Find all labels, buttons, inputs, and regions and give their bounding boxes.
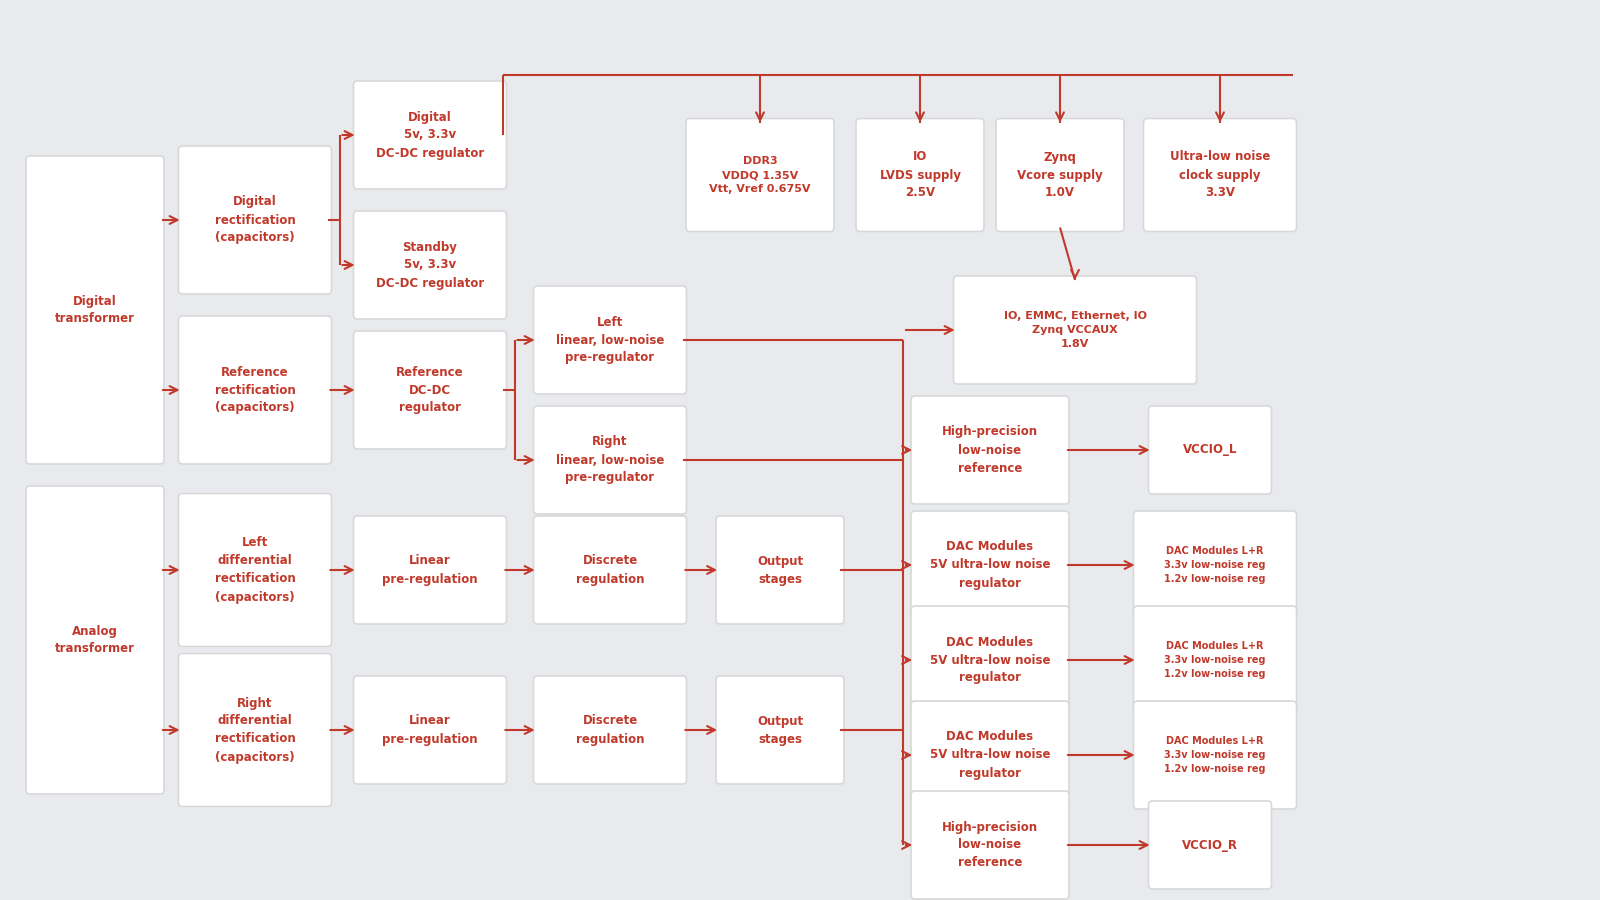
Text: Digital
5v, 3.3v
DC-DC regulator: Digital 5v, 3.3v DC-DC regulator <box>376 111 485 159</box>
Text: Output
stages: Output stages <box>757 715 803 745</box>
FancyBboxPatch shape <box>910 511 1069 619</box>
FancyBboxPatch shape <box>179 146 331 294</box>
Text: Discrete
regulation: Discrete regulation <box>576 554 645 586</box>
Text: Linear
pre-regulation: Linear pre-regulation <box>382 715 478 745</box>
FancyBboxPatch shape <box>995 119 1123 231</box>
FancyBboxPatch shape <box>1149 801 1272 889</box>
FancyBboxPatch shape <box>1133 701 1296 809</box>
FancyBboxPatch shape <box>1144 119 1296 231</box>
FancyBboxPatch shape <box>354 81 507 189</box>
Text: High-precision
low-noise
reference: High-precision low-noise reference <box>942 426 1038 474</box>
FancyBboxPatch shape <box>910 396 1069 504</box>
Text: Ultra-low noise
clock supply
3.3V: Ultra-low noise clock supply 3.3V <box>1170 150 1270 200</box>
Text: Linear
pre-regulation: Linear pre-regulation <box>382 554 478 586</box>
Text: Zynq
Vcore supply
1.0V: Zynq Vcore supply 1.0V <box>1018 150 1102 200</box>
Text: High-precision
low-noise
reference: High-precision low-noise reference <box>942 821 1038 869</box>
FancyBboxPatch shape <box>533 676 686 784</box>
FancyBboxPatch shape <box>910 701 1069 809</box>
Text: DDR3
VDDQ 1.35V
Vtt, Vref 0.675V: DDR3 VDDQ 1.35V Vtt, Vref 0.675V <box>709 156 811 194</box>
Text: VCCIO_L: VCCIO_L <box>1182 444 1237 456</box>
FancyBboxPatch shape <box>1133 606 1296 714</box>
Text: Left
differential
rectification
(capacitors): Left differential rectification (capacit… <box>214 536 296 604</box>
FancyBboxPatch shape <box>856 119 984 231</box>
FancyBboxPatch shape <box>179 493 331 646</box>
FancyBboxPatch shape <box>26 486 165 794</box>
FancyBboxPatch shape <box>533 406 686 514</box>
FancyBboxPatch shape <box>1133 511 1296 619</box>
FancyBboxPatch shape <box>910 791 1069 899</box>
FancyBboxPatch shape <box>533 516 686 624</box>
FancyBboxPatch shape <box>717 516 845 624</box>
Text: Standby
5v, 3.3v
DC-DC regulator: Standby 5v, 3.3v DC-DC regulator <box>376 240 485 290</box>
FancyBboxPatch shape <box>1149 406 1272 494</box>
FancyBboxPatch shape <box>179 316 331 464</box>
Text: Analog
transformer: Analog transformer <box>54 625 134 655</box>
Text: Digital
transformer: Digital transformer <box>54 294 134 326</box>
FancyBboxPatch shape <box>26 156 165 464</box>
Text: Reference
rectification
(capacitors): Reference rectification (capacitors) <box>214 365 296 415</box>
FancyBboxPatch shape <box>354 331 507 449</box>
Text: DAC Modules
5V ultra-low noise
regulator: DAC Modules 5V ultra-low noise regulator <box>930 541 1050 590</box>
FancyBboxPatch shape <box>179 653 331 806</box>
Text: VCCIO_R: VCCIO_R <box>1182 839 1238 851</box>
Text: DAC Modules
5V ultra-low noise
regulator: DAC Modules 5V ultra-low noise regulator <box>930 635 1050 685</box>
FancyBboxPatch shape <box>354 211 507 319</box>
FancyBboxPatch shape <box>910 606 1069 714</box>
Text: DAC Modules L+R
3.3v low-noise reg
1.2v low-noise reg: DAC Modules L+R 3.3v low-noise reg 1.2v … <box>1165 546 1266 584</box>
Text: Right
differential
rectification
(capacitors): Right differential rectification (capaci… <box>214 697 296 763</box>
Text: Output
stages: Output stages <box>757 554 803 586</box>
Text: Discrete
regulation: Discrete regulation <box>576 715 645 745</box>
FancyBboxPatch shape <box>954 276 1197 384</box>
FancyBboxPatch shape <box>686 119 834 231</box>
Text: DAC Modules L+R
3.3v low-noise reg
1.2v low-noise reg: DAC Modules L+R 3.3v low-noise reg 1.2v … <box>1165 641 1266 679</box>
Text: DAC Modules
5V ultra-low noise
regulator: DAC Modules 5V ultra-low noise regulator <box>930 731 1050 779</box>
Text: Left
linear, low-noise
pre-regulator: Left linear, low-noise pre-regulator <box>555 316 664 364</box>
Text: DAC Modules L+R
3.3v low-noise reg
1.2v low-noise reg: DAC Modules L+R 3.3v low-noise reg 1.2v … <box>1165 736 1266 774</box>
Text: Right
linear, low-noise
pre-regulator: Right linear, low-noise pre-regulator <box>555 436 664 484</box>
Text: IO
LVDS supply
2.5V: IO LVDS supply 2.5V <box>880 150 960 200</box>
FancyBboxPatch shape <box>717 676 845 784</box>
FancyBboxPatch shape <box>354 516 507 624</box>
Text: Digital
rectification
(capacitors): Digital rectification (capacitors) <box>214 195 296 245</box>
FancyBboxPatch shape <box>533 286 686 394</box>
Text: IO, EMMC, Ethernet, IO
Zynq VCCAUX
1.8V: IO, EMMC, Ethernet, IO Zynq VCCAUX 1.8V <box>1003 311 1147 349</box>
FancyBboxPatch shape <box>354 676 507 784</box>
Text: Reference
DC-DC
regulator: Reference DC-DC regulator <box>397 365 464 415</box>
